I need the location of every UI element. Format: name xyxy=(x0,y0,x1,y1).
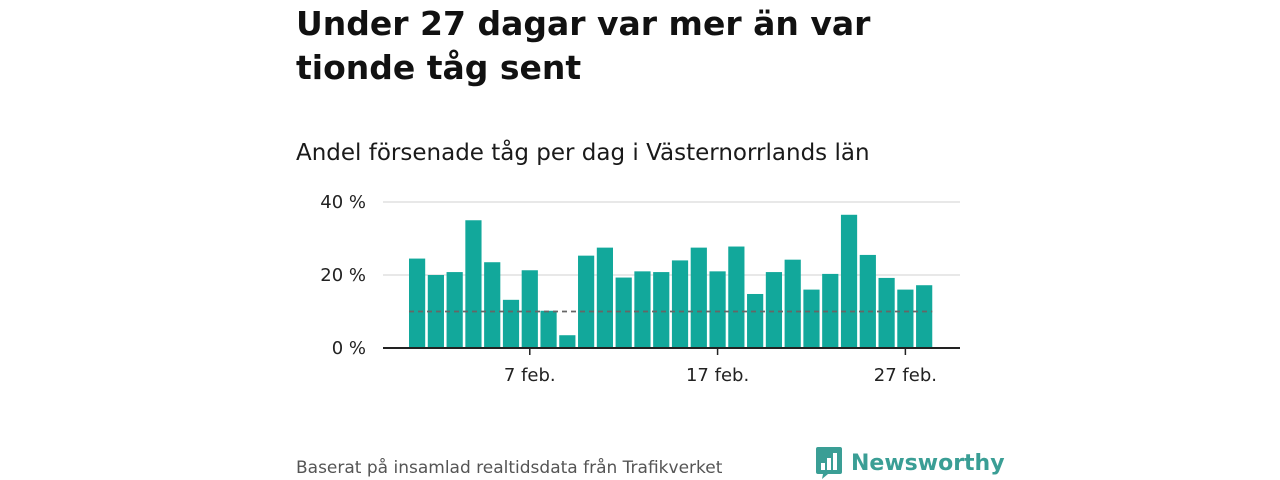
bar xyxy=(728,246,745,348)
bars xyxy=(409,214,933,348)
bar xyxy=(484,262,501,348)
chart-headline: Under 27 dagar var mer än var tionde tåg… xyxy=(296,4,871,87)
bar xyxy=(540,310,557,348)
bar xyxy=(502,299,520,348)
x-tick-label: 27 feb. xyxy=(874,365,937,386)
brand-name: Newsworthy xyxy=(851,450,1005,476)
y-tick-label: 20 % xyxy=(320,265,366,286)
bar xyxy=(465,220,482,348)
bar xyxy=(446,272,463,348)
bar xyxy=(878,277,895,348)
bar xyxy=(765,272,783,348)
y-tick-label: 0 % xyxy=(332,338,366,359)
bar xyxy=(653,272,670,348)
bar xyxy=(822,273,839,348)
source-note: Baserat på insamlad realtidsdata från Tr… xyxy=(296,458,723,478)
bar xyxy=(784,259,801,348)
axes: 0 % 20 % 40 % 7 feb. 17 feb. 27 feb. xyxy=(320,192,960,386)
bar xyxy=(897,289,914,348)
x-tick-label: 7 feb. xyxy=(504,365,556,386)
newsworthy-logo-icon xyxy=(816,447,842,479)
bar xyxy=(596,247,613,348)
y-tick-label: 40 % xyxy=(320,192,366,213)
bar xyxy=(747,293,764,348)
bar xyxy=(840,214,858,348)
bar xyxy=(690,247,707,348)
bar xyxy=(578,255,595,348)
bar xyxy=(409,258,426,348)
bar xyxy=(671,260,689,348)
bar xyxy=(427,275,444,348)
chart-subtitle: Andel försenade tåg per dag i Västernorr… xyxy=(296,140,870,166)
brand-logo: Newsworthy xyxy=(815,446,1005,480)
bar xyxy=(615,277,632,348)
x-tick-label: 17 feb. xyxy=(686,365,749,386)
bar xyxy=(634,271,651,348)
bar xyxy=(803,289,820,348)
bar xyxy=(709,271,726,348)
bar xyxy=(559,335,576,348)
bar xyxy=(521,270,538,348)
bar xyxy=(916,285,933,348)
bar xyxy=(859,254,876,348)
